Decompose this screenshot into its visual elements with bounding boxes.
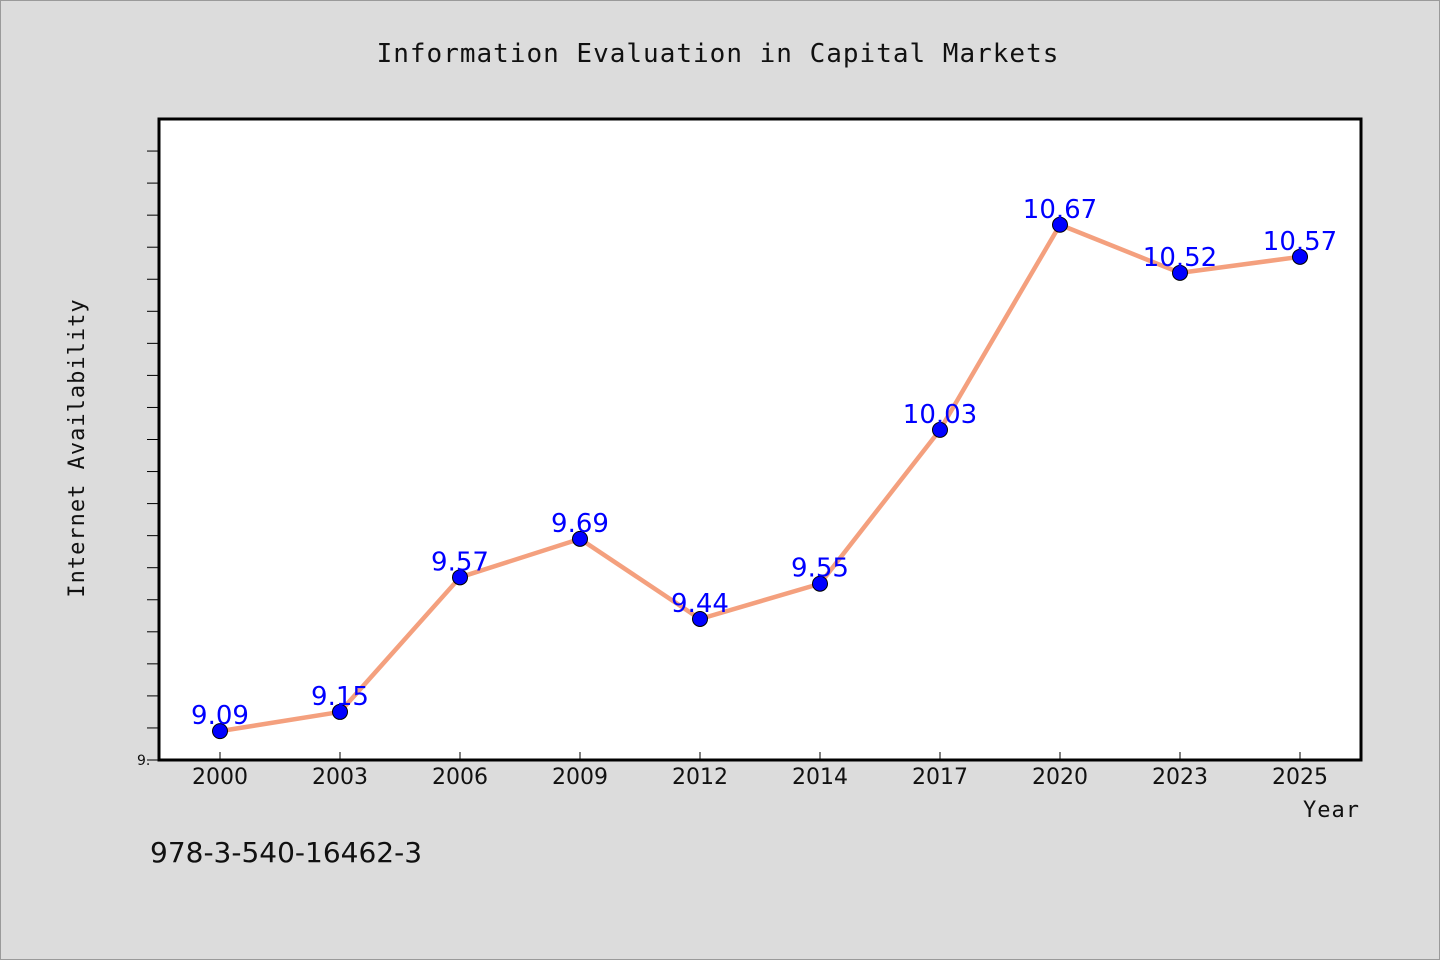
- x-tick-label: 2009: [552, 765, 608, 790]
- isbn-code: 978-3-540-16462-3: [150, 836, 422, 869]
- data-label: 10.57: [1263, 227, 1337, 257]
- data-label: 9.57: [431, 547, 489, 577]
- data-label: 9.69: [551, 509, 609, 539]
- series-line: [219, 222, 1301, 734]
- x-tick-label: 2017: [912, 765, 968, 790]
- y-axis-ticks: [147, 150, 159, 761]
- x-axis-label: Year: [1303, 798, 1360, 823]
- data-label: 10.03: [903, 400, 977, 430]
- data-point: [452, 569, 468, 586]
- data-label: 10.52: [1143, 243, 1217, 273]
- data-markers: [212, 216, 1308, 740]
- chart-title: Information Evaluation in Capital Market…: [377, 39, 1060, 69]
- data-labels: 9.09 9.15 9.57 9.69 9.44 9.55 10.03 10.67 10.52 1…: [191, 195, 1337, 731]
- x-tick-label: 2006: [432, 765, 488, 790]
- x-tick-label: 2003: [312, 765, 368, 790]
- data-point: [1052, 216, 1068, 233]
- plot-area: [157, 117, 1363, 762]
- data-label: 9.44: [671, 589, 729, 619]
- data-label: 9.55: [791, 554, 849, 584]
- data-point: [1172, 264, 1188, 281]
- data-point: [332, 703, 348, 720]
- x-tick-label: 2012: [672, 765, 728, 790]
- data-point: [692, 610, 708, 627]
- data-point: [1292, 248, 1308, 265]
- x-tick-label: 2023: [1152, 765, 1208, 790]
- y-tick-label: 9.: [137, 753, 150, 769]
- y-axis-label: Internet Availability: [65, 298, 90, 597]
- data-point: [572, 530, 588, 547]
- data-point: [212, 723, 228, 740]
- x-tick-label: 2020: [1032, 765, 1088, 790]
- x-tick-label: 2014: [792, 765, 848, 790]
- x-tick-label: 2000: [192, 765, 248, 790]
- data-point: [812, 575, 828, 592]
- data-point: [932, 421, 948, 438]
- data-label: 9.15: [311, 682, 369, 712]
- x-axis-ticks: 2000 2003 2006 2009 2012 2014 2017 2020 2023 2025: [192, 752, 1328, 790]
- data-label: 9.09: [191, 701, 249, 731]
- data-label: 10.67: [1023, 195, 1097, 225]
- x-tick-label: 2025: [1272, 765, 1328, 790]
